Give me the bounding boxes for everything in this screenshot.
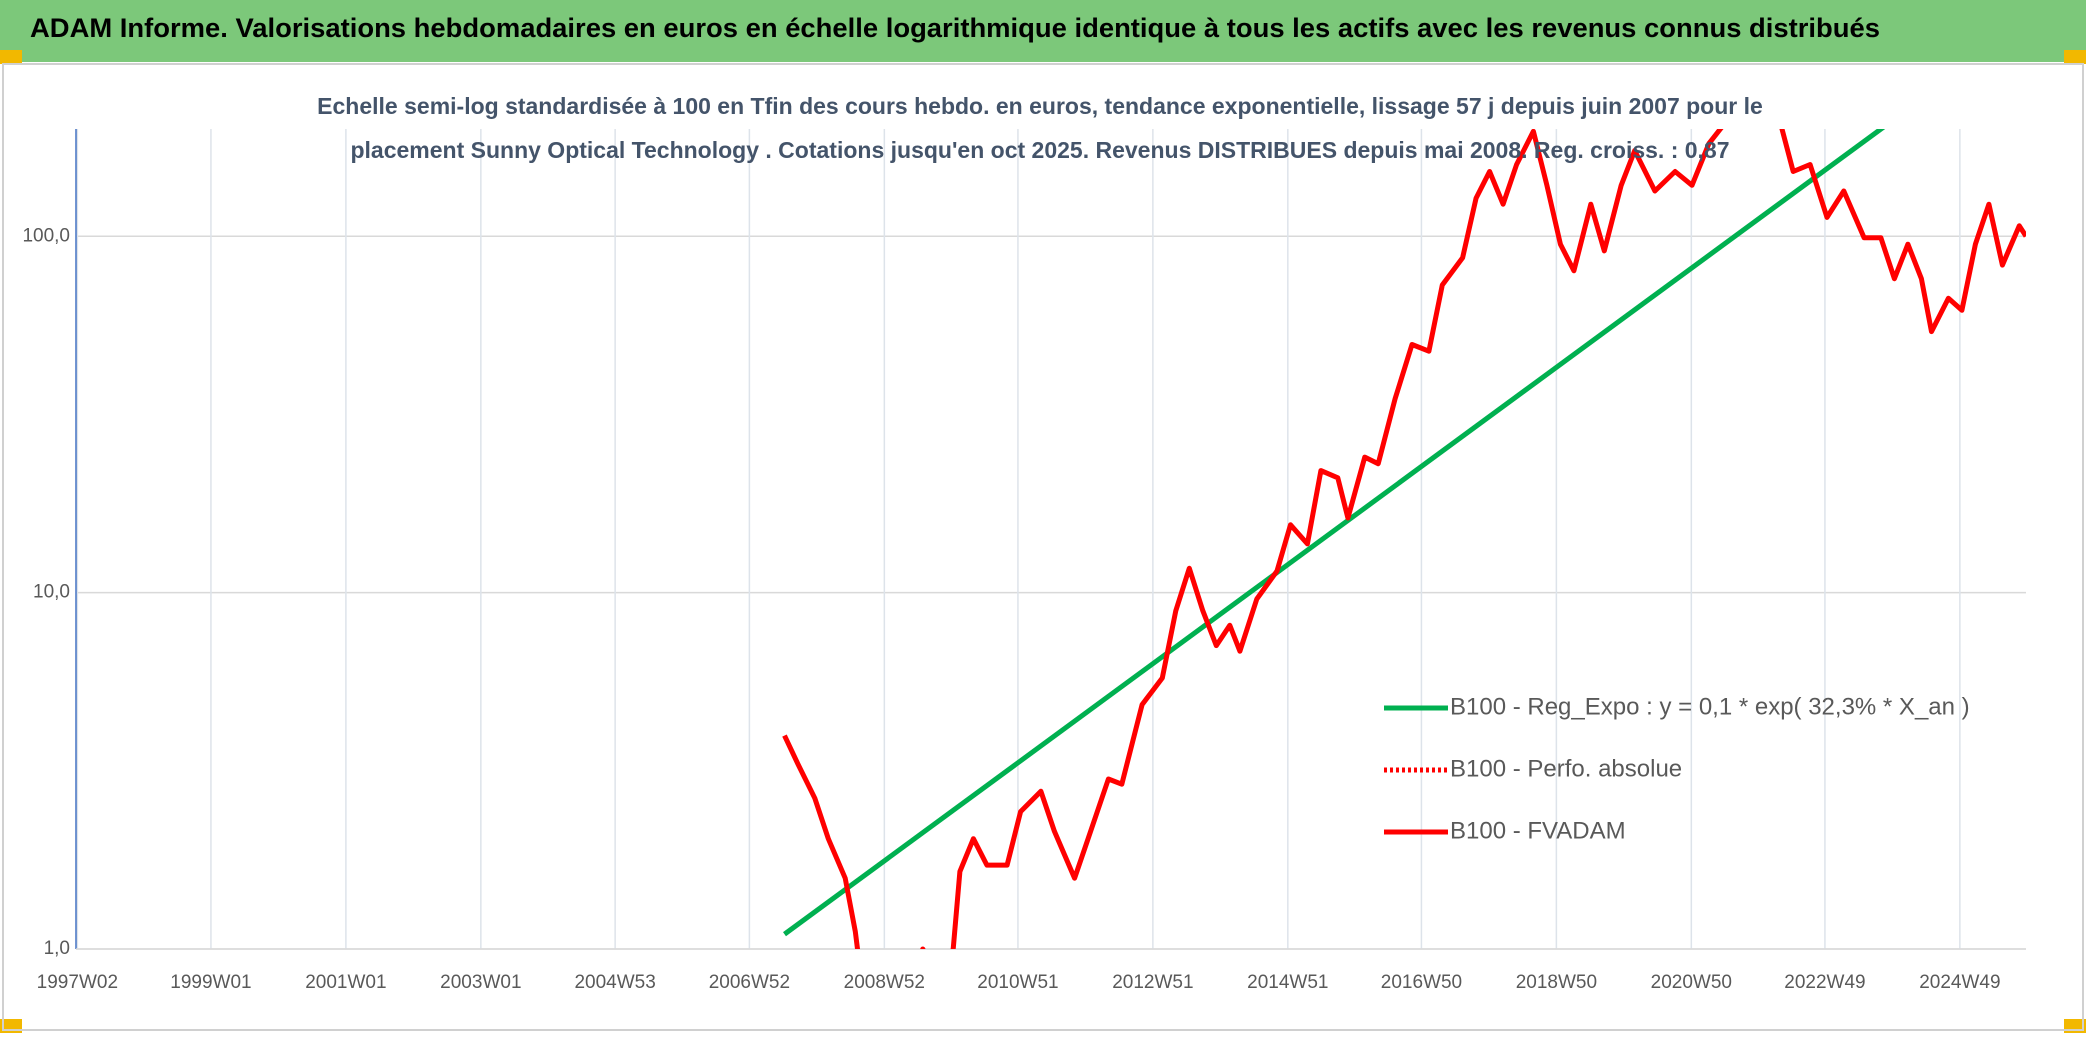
x-tick-label: 1997W02 — [37, 972, 118, 993]
series-line — [782, 129, 2026, 949]
legend-label: B100 - FVADAM — [1450, 817, 1626, 844]
x-tick-label: 2022W49 — [1784, 972, 1865, 993]
legend-label: B100 - Perfo. absolue — [1450, 755, 1682, 782]
chart-title: ADAM Informe. Valorisations hebdomadaire… — [30, 13, 1880, 43]
series-line — [783, 129, 1886, 937]
x-tick-label: 2004W53 — [574, 972, 655, 993]
corner — [2064, 50, 2086, 64]
x-tick-label: 2010W51 — [977, 972, 1058, 993]
y-tick-label: 10,0 — [33, 582, 70, 603]
y-tick-label: 1,0 — [44, 938, 70, 959]
x-tick-label: 2008W52 — [844, 972, 925, 993]
chart-subtitle: Echelle semi-log standardisée à 100 en T… — [317, 93, 1763, 163]
x-tick-label: 2020W50 — [1651, 972, 1732, 993]
x-tick-label: 2003W01 — [440, 972, 521, 993]
x-tick-label: 2014W51 — [1247, 972, 1328, 993]
title-banner — [0, 0, 2086, 62]
x-tick-label: 1999W01 — [170, 972, 251, 993]
x-tick-label: 2012W51 — [1112, 972, 1193, 993]
frame — [2, 63, 2084, 1031]
corner — [0, 50, 22, 64]
x-tick-label: 2016W50 — [1381, 972, 1462, 993]
plot-area — [782, 129, 2026, 949]
x-tick-label: 2018W50 — [1516, 972, 1597, 993]
legend-label: B100 - Reg_Expo : y = 0,1 * exp( 32,3% *… — [1450, 693, 1970, 720]
x-tick-label: 2001W01 — [305, 972, 386, 993]
x-tick-label: 2024W49 — [1919, 972, 2000, 993]
y-tick-label: 100,0 — [22, 225, 70, 246]
x-tick-label: 2006W52 — [709, 972, 790, 993]
